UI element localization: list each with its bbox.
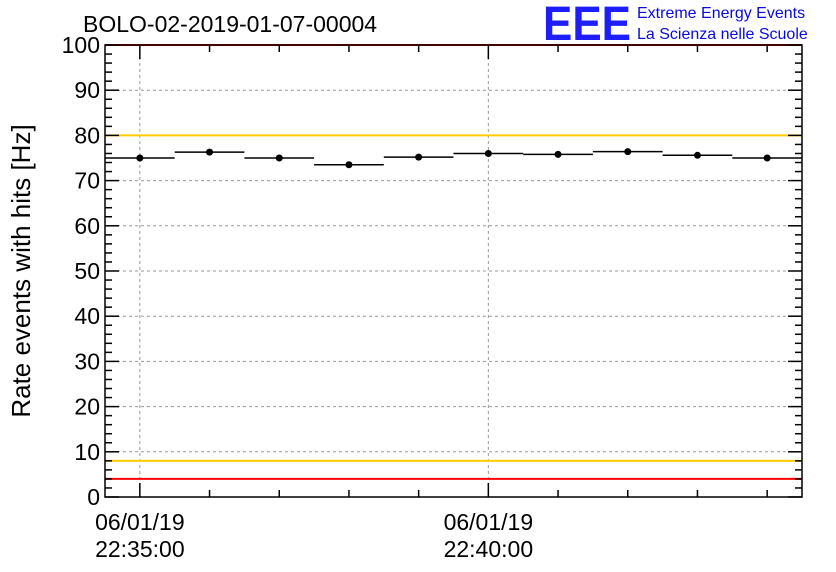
y-tick-label: 30 [74,348,100,374]
data-point [314,161,384,169]
point-marker [206,148,214,156]
y-tick-label: 100 [62,32,100,58]
y-tick-label: 80 [74,122,100,148]
point-marker [275,154,283,162]
data-point [244,154,315,162]
y-tick-label: 60 [74,213,100,239]
label-layer: 010203040506070809010006/01/1922:35:0006… [62,32,533,562]
y-tick-label: 50 [74,258,100,284]
y-tick-label: 90 [74,77,100,103]
y-tick-label: 40 [74,303,100,329]
y-tick-label: 0 [87,484,100,510]
tick-layer [105,44,802,498]
data-point [732,154,802,162]
point-marker [624,148,632,156]
x-tick-label-date: 06/01/19 [444,509,534,535]
y-tick-label: 20 [74,394,100,420]
data-point [592,148,663,156]
y-axis-label: Rate events with hits [Hz] [6,124,36,417]
x-tick-label-date: 06/01/19 [95,509,185,535]
x-tick-label-time: 22:40:00 [444,536,534,562]
point-marker [763,154,771,162]
point-marker [136,154,144,162]
point-marker [693,151,701,159]
data-layer [105,148,802,169]
point-marker [415,153,423,161]
logo-line-1: Extreme Energy Events [637,5,805,22]
chart-title: BOLO-02-2019-01-07-00004 [83,11,377,37]
eee-logo: EEE Extreme Energy Events La Scienza nel… [543,0,808,51]
data-point [174,148,245,156]
point-marker [484,149,492,157]
logo-line-2: La Scienza nelle Scuole [637,26,808,43]
y-tick-label: 70 [74,168,100,194]
data-point [105,154,175,162]
point-marker [554,150,562,158]
data-point [662,151,733,159]
y-tick-label: 10 [74,439,100,465]
point-marker [345,161,353,169]
data-point [383,153,454,161]
x-tick-label-time: 22:35:00 [95,536,185,562]
logo-eee-text: EEE [543,0,631,51]
data-point [523,150,593,158]
data-point [453,149,524,157]
